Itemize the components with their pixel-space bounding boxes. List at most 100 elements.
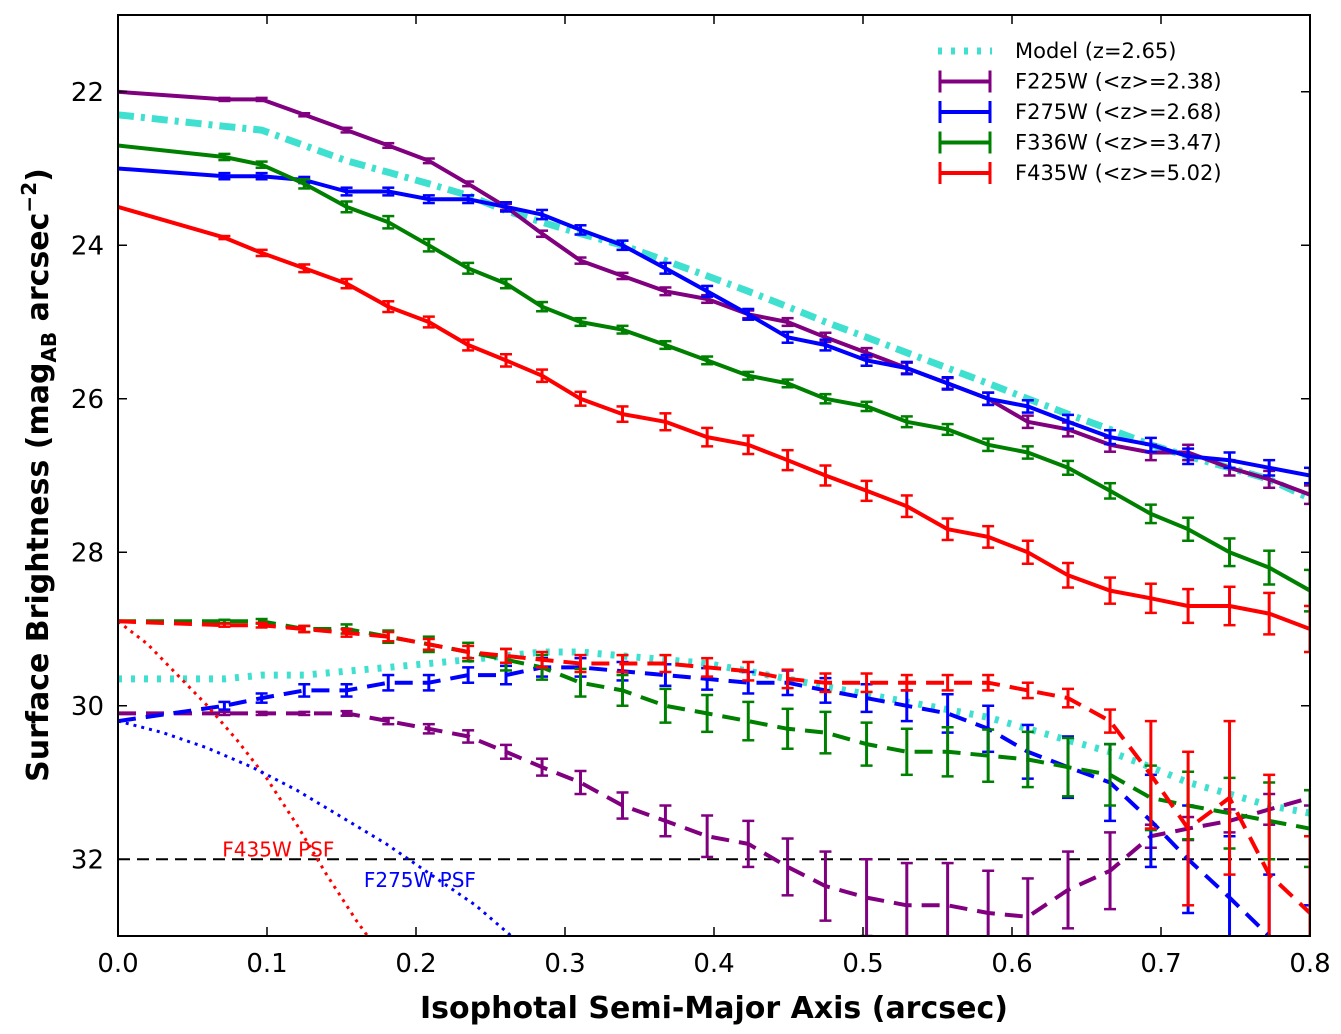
error-bar <box>382 141 395 150</box>
error-bar <box>982 524 995 549</box>
error-bar <box>742 660 755 682</box>
error-bar <box>218 96 231 103</box>
y-tick-label: 30 <box>71 692 104 722</box>
legend-item-model-z-2-65: Model (z=2.65) <box>938 39 1177 63</box>
error-bar <box>900 415 913 429</box>
error-bar <box>701 693 714 734</box>
x-tick-label: 0.7 <box>1140 949 1181 979</box>
error-bar <box>574 256 587 265</box>
error-bar <box>536 757 549 777</box>
error-bar <box>742 819 755 869</box>
error-bar <box>1223 585 1236 627</box>
error-bar <box>1304 834 1310 936</box>
error-bar <box>781 668 794 690</box>
error-bar <box>298 624 311 634</box>
error-bar <box>574 316 587 328</box>
error-bar <box>422 722 435 735</box>
legend-item-f336w-z-3-47: F336W (<z>=3.47) <box>938 131 1222 155</box>
error-bar <box>382 186 395 197</box>
annotation-f435w-psf: F435W PSF <box>222 837 334 861</box>
error-bar <box>340 200 353 214</box>
error-bar <box>536 650 549 669</box>
error-bar <box>781 316 794 328</box>
error-bar <box>298 177 311 190</box>
error-bar <box>742 307 755 321</box>
legend-label: Model (z=2.65) <box>1015 39 1177 63</box>
error-bar <box>574 224 587 236</box>
series-f435w-z-5-02-dashed <box>118 619 1310 936</box>
error-bar <box>218 171 231 181</box>
legend-label: F435W (<z>=5.02) <box>1015 161 1222 185</box>
error-bar <box>1263 591 1276 636</box>
error-bar <box>1263 458 1276 477</box>
error-bar <box>422 157 435 165</box>
error-bar <box>1062 736 1075 798</box>
error-bar <box>742 700 755 742</box>
error-bar <box>462 644 475 660</box>
error-bar <box>499 352 512 368</box>
error-bar <box>574 390 587 407</box>
error-bar <box>742 370 755 381</box>
error-bar <box>742 434 755 456</box>
x-tick-label: 0.2 <box>395 949 436 979</box>
error-bar <box>1021 399 1034 414</box>
series-f275w-psf-dotted <box>118 719 514 936</box>
error-bar <box>574 769 587 796</box>
error-bar <box>422 637 435 651</box>
error-bar <box>819 672 832 694</box>
error-bar <box>298 710 311 717</box>
error-bar <box>462 338 475 352</box>
error-bar <box>819 850 832 922</box>
x-tick-label: 0.6 <box>991 949 1032 979</box>
error-bar <box>941 422 954 437</box>
error-bar <box>340 186 353 197</box>
error-bar <box>499 277 512 290</box>
error-bar <box>255 692 268 704</box>
error-bar <box>422 194 435 205</box>
error-bar <box>298 683 311 698</box>
error-bar <box>616 324 629 335</box>
error-bar <box>255 160 268 169</box>
series-layer <box>118 89 1310 936</box>
error-bar <box>462 261 475 275</box>
error-bar <box>900 494 913 519</box>
annotation-layer: F435W PSF F275W PSF <box>222 837 476 892</box>
error-bar <box>218 622 231 628</box>
error-bar <box>1304 568 1310 613</box>
legend-item-f225w-z-2-38: F225W (<z>=2.38) <box>938 70 1222 94</box>
legend-label: F336W (<z>=3.47) <box>1015 131 1222 155</box>
error-bar <box>1144 503 1157 525</box>
series-f275w-z-2-68-solid <box>118 166 1310 485</box>
error-bar <box>860 672 873 694</box>
error-bar <box>860 353 873 367</box>
error-bar <box>382 673 395 692</box>
error-bar <box>659 653 672 674</box>
error-bar <box>781 837 794 897</box>
y-axis-title: Surface Brightness (magAB arcsec−2) <box>17 168 61 782</box>
error-bar <box>701 656 714 678</box>
error-bar <box>1304 604 1310 654</box>
series-f435w-z-5-02-solid <box>118 204 1310 654</box>
error-bar <box>982 728 995 783</box>
error-bar <box>616 791 629 820</box>
error-bar <box>1263 773 1276 936</box>
error-bar <box>536 368 549 384</box>
error-bar <box>1223 537 1236 568</box>
error-bar <box>819 338 832 352</box>
x-tick-label: 0.1 <box>246 949 287 979</box>
error-bar <box>1304 466 1310 485</box>
legend-label: F225W (<z>=2.38) <box>1015 70 1222 94</box>
error-bar <box>1062 561 1075 589</box>
error-bar <box>340 126 353 134</box>
error-bar <box>298 263 311 274</box>
error-bar <box>1104 831 1117 911</box>
error-bar <box>1304 904 1310 936</box>
tick-layer: 0.0 0.1 0.2 0.3 0.4 0.5 0.6 0.7 0.8 22 24 26 28 30 32 <box>71 15 1331 979</box>
error-bar <box>1021 730 1034 789</box>
error-bar <box>1144 582 1157 615</box>
error-bar <box>900 360 913 376</box>
error-bar <box>900 861 913 936</box>
error-bar <box>422 237 435 253</box>
error-bar <box>1182 447 1195 466</box>
